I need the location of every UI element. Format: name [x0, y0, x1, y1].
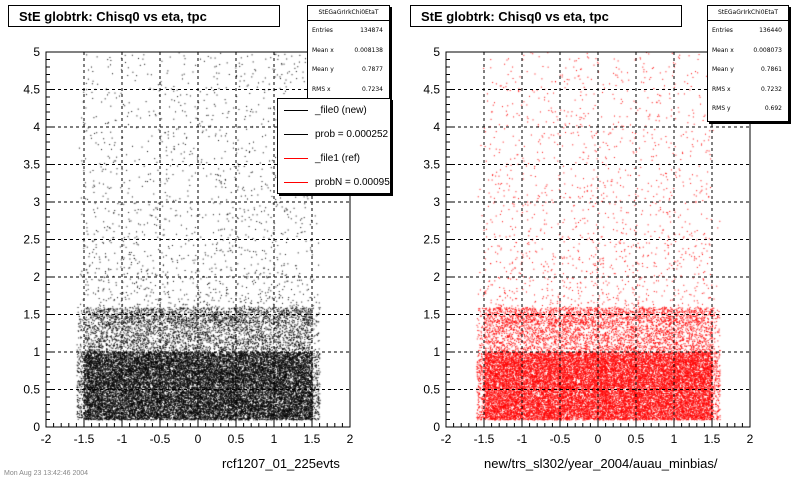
y-tick-label: 4.5 [23, 83, 40, 97]
stats-label: Mean x [712, 46, 734, 54]
right-chart-title: StE globtrk: Chisq0 vs eta, tpc [410, 5, 682, 27]
stats-label: Mean y [712, 66, 734, 73]
y-tick-label: 1.5 [423, 308, 440, 322]
x-tick-label: 1.5 [304, 432, 321, 446]
x-tick-label: -0.5 [550, 432, 571, 446]
legend-label: _file1 (ref) [315, 153, 361, 164]
y-tick-label: 0 [33, 420, 40, 434]
y-tick-label: 3.5 [423, 158, 440, 172]
y-tick-label: 3 [433, 195, 440, 209]
timestamp-footer: Mon Aug 23 13:42:46 2004 [4, 470, 89, 477]
legend-line [284, 110, 308, 111]
stats-value: 0.7232 [761, 85, 782, 93]
right-stats-name: StEGaGrIrkChi0EtaT [708, 6, 788, 21]
x-tick-label: -2 [41, 432, 52, 446]
x-tick-label: 1 [271, 432, 278, 446]
legend-item-prob: prob = 0.000252 [278, 123, 390, 147]
y-tick-label: 2.5 [23, 233, 40, 247]
y-tick-label: 2 [33, 270, 40, 284]
left-stats-row: Mean y 0.7877 [308, 60, 389, 80]
left-stats-row: Mean x 0.008138 [308, 41, 389, 61]
stats-label: RMS x [712, 85, 731, 93]
y-tick-label: 3 [33, 195, 40, 209]
stats-label: RMS y [712, 105, 731, 112]
stats-label: Mean x [312, 46, 334, 54]
stats-label: RMS x [312, 85, 331, 93]
y-tick-label: 4 [33, 120, 40, 134]
legend-item-probn: probN = 0.00095 [278, 171, 390, 193]
x-tick-label: -1.5 [474, 432, 495, 446]
right-stats-row: Entries 136440 [708, 21, 788, 41]
stats-value: 0.7234 [362, 85, 383, 93]
left-chart-panel: StE globtrk: Chisq0 vs eta, tpc -2 -1.5 -1… [8, 5, 391, 471]
y-tick-label: 1.5 [23, 308, 40, 322]
y-tick-label: 3.5 [23, 158, 40, 172]
y-tick-label: 0.5 [423, 383, 440, 397]
x-tick-label: 0.5 [228, 432, 245, 446]
left-stats-name: StEGaGrIrkChi0EtaT [308, 6, 389, 21]
legend-label: prob = 0.000252 [315, 129, 389, 140]
right-scatter-plot: -2 -1.5 -1 -0.5 0 0.5 1 1.5 2 0 0.5 1 1.5 2 2.5 3 3.5 4 4.… [423, 45, 754, 446]
x-tick-label: -2 [441, 432, 452, 446]
y-tick-label: 1 [33, 345, 40, 359]
y-tick-label: 4 [433, 120, 440, 134]
right-stats-row: RMS y 0.692 [708, 99, 788, 119]
right-stats-box: StEGaGrIrkChi0EtaT Entries 136440 Mean x 0… [707, 5, 789, 122]
left-x-axis-label: rcf1207_01_225evts [222, 456, 340, 471]
y-tick-label: 0 [433, 420, 440, 434]
right-chart-panel: StE globtrk: Chisq0 vs eta, tpc -2 -1.5 -1… [400, 0, 800, 480]
stats-value: 0.008073 [753, 46, 782, 54]
x-tick-label: 0 [595, 432, 602, 446]
legend-label: _file0 (new) [315, 105, 367, 116]
stats-label: Entries [712, 27, 733, 34]
stats-label: Mean y [312, 66, 334, 73]
x-tick-label: -0.5 [150, 432, 171, 446]
stats-value: 136440 [759, 27, 782, 34]
y-tick-label: 5 [33, 45, 40, 59]
x-tick-label: -1.5 [74, 432, 95, 446]
right-stats-row: Mean y 0.7861 [708, 60, 788, 80]
right-stats-row: Mean x 0.008073 [708, 41, 788, 61]
x-tick-label: -1 [517, 432, 528, 446]
stats-value: 134874 [360, 27, 383, 34]
right-x-axis-label: new/trs_sl302/year_2004/auau_minbias/ [484, 456, 718, 471]
left-stats-row: RMS x 0.7234 [308, 80, 389, 100]
stats-label: Entries [312, 27, 333, 34]
legend-label: probN = 0.00095 [315, 177, 390, 188]
x-tick-label: -1 [117, 432, 128, 446]
stats-value: 0.7861 [761, 66, 782, 73]
stats-value: 0.692 [764, 105, 782, 112]
x-tick-label: 1.5 [704, 432, 721, 446]
stats-value: 0.7877 [362, 66, 383, 73]
legend-item-ref: _file1 (ref) [278, 147, 390, 171]
y-tick-label: 0.5 [23, 383, 40, 397]
y-tick-label: 2.5 [423, 233, 440, 247]
y-tick-label: 2 [433, 270, 440, 284]
x-tick-label: 0.5 [628, 432, 645, 446]
x-tick-label: 2 [347, 432, 354, 446]
stats-value: 0.008138 [354, 46, 383, 54]
legend-line [284, 134, 308, 135]
legend-line [284, 158, 308, 159]
left-chart-title: StE globtrk: Chisq0 vs eta, tpc [8, 5, 280, 27]
legend-box: _file0 (new) prob = 0.000252 _file1 (ref… [277, 98, 391, 194]
y-tick-label: 4.5 [423, 83, 440, 97]
left-stats-box: StEGaGrIrkChi0EtaT Entries 134874 Mean x 0… [307, 5, 390, 102]
legend-item-new: _file0 (new) [278, 99, 390, 123]
x-tick-label: 2 [747, 432, 754, 446]
x-tick-label: 0 [195, 432, 202, 446]
x-tick-label: 1 [671, 432, 678, 446]
right-stats-row: RMS x 0.7232 [708, 80, 788, 100]
y-tick-label: 5 [433, 45, 440, 59]
left-stats-row: Entries 134874 [308, 21, 389, 41]
y-tick-label: 1 [433, 345, 440, 359]
legend-line [284, 182, 308, 183]
